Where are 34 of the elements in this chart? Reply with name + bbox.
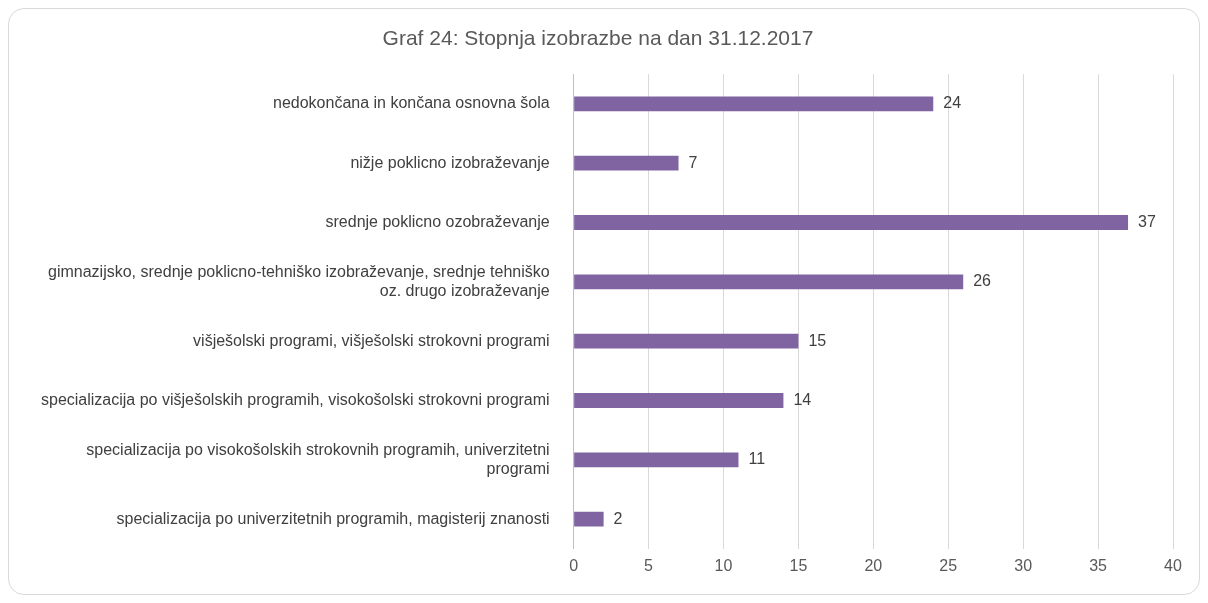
x-tick-label: 15 bbox=[789, 556, 808, 574]
y-tick-label: nižje poklicno izobraževanje bbox=[350, 153, 550, 171]
x-tick-label: 30 bbox=[1014, 556, 1033, 574]
bar bbox=[574, 155, 679, 171]
bar bbox=[574, 96, 934, 112]
y-tick-label: specializacija po univerzitetnih programih, magisterij znanosti bbox=[116, 509, 550, 527]
x-tick-label: 25 bbox=[939, 556, 958, 574]
data-label: 24 bbox=[943, 94, 962, 112]
y-tick-label: srednje poklicno ozobraževanje bbox=[325, 212, 550, 230]
bar bbox=[574, 274, 964, 290]
data-label: 15 bbox=[808, 331, 827, 349]
x-tick-label: 0 bbox=[569, 556, 579, 574]
y-tick-label: gimnazijsko, srednje poklicno-tehniško izobraževanje, srednje tehniško oz. drugo izobraževanje bbox=[48, 262, 550, 299]
y-tick-label: nedokončana in končana osnovna šola bbox=[272, 94, 550, 112]
bar bbox=[574, 511, 604, 527]
data-label: 26 bbox=[973, 272, 992, 290]
data-label: 7 bbox=[688, 153, 698, 171]
data-label: 37 bbox=[1138, 212, 1156, 230]
chart-title: Graf 24: Stopnja izobrazbe na dan 31.12.2017 bbox=[382, 26, 814, 50]
x-tick-label: 5 bbox=[644, 556, 654, 574]
data-label: 11 bbox=[748, 450, 766, 468]
bar bbox=[574, 452, 739, 468]
data-label: 2 bbox=[613, 509, 623, 527]
x-tick-label: 10 bbox=[714, 556, 733, 574]
bar bbox=[574, 393, 784, 408]
bar bbox=[574, 215, 1129, 230]
y-tick-label: specializacija po visokošolskih strokovnih programih, univerzitetni programi bbox=[86, 440, 550, 477]
data-label: 14 bbox=[793, 390, 812, 408]
x-tick-label: 20 bbox=[864, 556, 883, 574]
y-tick-label: višješolski programi, višješolski strokovni programi bbox=[193, 331, 550, 349]
y-tick-label: specializacija po višješolskih programih, visokošolski strokovni programi bbox=[41, 390, 550, 408]
bar bbox=[574, 333, 799, 349]
x-tick-label: 40 bbox=[1164, 556, 1182, 574]
x-tick-label: 35 bbox=[1089, 556, 1108, 574]
